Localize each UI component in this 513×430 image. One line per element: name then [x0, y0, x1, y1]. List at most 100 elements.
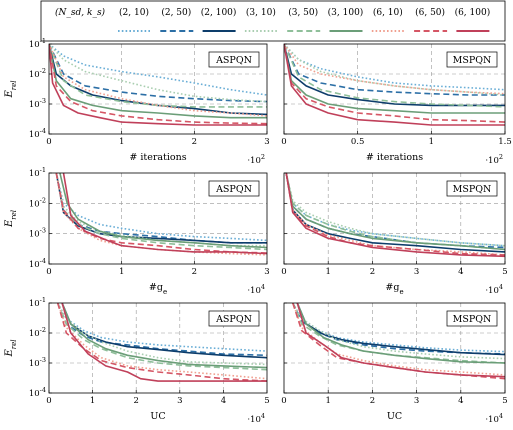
- panel-title-box: [208, 51, 260, 68]
- y-tick-label: 10-4: [29, 386, 46, 399]
- x-axis-label: #ge: [385, 282, 403, 296]
- panel-title: MSPQN: [453, 184, 492, 195]
- chart-panel: 0 1 2 3 4 5 MSPQN #ge ·104: [281, 172, 508, 296]
- x-tick-label: 5: [264, 396, 269, 406]
- panel-title: MSPQN: [453, 314, 492, 325]
- y-tick-label: 10-3: [29, 356, 46, 369]
- series-line: [284, 44, 505, 108]
- series-line: [56, 303, 267, 371]
- x-axis-label: # iterations: [129, 152, 186, 163]
- series-line: [284, 44, 505, 96]
- x-tick-label: 0.5: [351, 137, 365, 147]
- legend-entry-label: (3, 10): [246, 7, 276, 18]
- series-line: [62, 173, 267, 255]
- x-tick-label: 0: [46, 137, 51, 147]
- series-line: [284, 44, 505, 123]
- axes-frame: [48, 302, 268, 394]
- x-tick-label: 3: [414, 267, 419, 277]
- legend-header: (N_sd, k_s): [55, 7, 106, 18]
- series-line: [61, 303, 267, 382]
- x-tick-label: 0: [281, 267, 286, 277]
- legend: (N_sd, k_s) (2, 10) (2, 50) (2, 100) (3, 10…: [40, 0, 506, 42]
- chart-panel: 0 1 2 3 4 5 MSPQN UC ·104: [281, 302, 508, 425]
- series-line: [56, 303, 267, 380]
- legend-entry-label: (6, 50): [415, 7, 445, 18]
- series-line: [55, 173, 267, 256]
- x-tick-label: 0: [281, 396, 286, 406]
- chart-panel: 0 1 2 3 4 5 10-4 10-3 10-2 10-1 ASPQN UC ·104 Erel: [4, 296, 270, 425]
- x-tick-label: 0: [281, 137, 286, 147]
- legend-entry-label: (2, 100): [201, 7, 237, 18]
- series-line: [49, 44, 267, 117]
- x-axis-exponent: ·104: [247, 283, 265, 296]
- legend-entry-label: (6, 100): [455, 7, 491, 18]
- x-axis-label: UC: [387, 411, 402, 422]
- series-line: [284, 44, 505, 126]
- series-line: [49, 44, 267, 125]
- y-tick-label: 10-3: [29, 97, 46, 110]
- y-tick-label: 10-1: [29, 296, 46, 309]
- y-tick-label: 10-4: [29, 127, 46, 140]
- x-tick-label: 1.5: [498, 137, 512, 147]
- chart-panel: 0 1 2 3 10-4 10-3 10-2 10-1 ASPQN #ge ·104 Erel: [4, 166, 270, 296]
- x-tick-label: 2: [192, 267, 197, 277]
- axes-frame: [283, 172, 506, 265]
- x-tick-label: 3: [264, 267, 269, 277]
- series-line: [285, 173, 505, 258]
- x-tick-label: 1: [429, 137, 434, 147]
- series-line: [285, 173, 505, 247]
- chart-panel: 0 1 2 3 10-4 10-3 10-2 10-1 ASPQN # iterations ·10…: [4, 37, 270, 166]
- series-line: [49, 44, 267, 96]
- series-line: [57, 303, 267, 352]
- series-line: [284, 44, 505, 107]
- panel-title-box: [208, 310, 260, 327]
- series-line: [56, 303, 267, 357]
- legend-entry-label: (2, 50): [161, 7, 191, 18]
- axes-frame: [48, 172, 268, 265]
- axes-frame: [283, 302, 506, 394]
- series-line: [296, 303, 505, 364]
- x-tick-label: 0: [46, 396, 51, 406]
- panel-title: ASPQN: [215, 55, 252, 66]
- x-axis-exponent: ·104: [247, 412, 265, 425]
- panel-title: MSPQN: [453, 55, 492, 66]
- y-axis-label: Erel: [4, 80, 18, 98]
- series-line: [49, 44, 267, 108]
- panel-title-box: [446, 310, 498, 327]
- x-tick-label: 2: [370, 267, 375, 277]
- x-tick-label: 0: [46, 267, 51, 277]
- x-tick-label: 4: [221, 396, 226, 406]
- series-line: [285, 173, 505, 251]
- y-tick-label: 10-4: [29, 257, 46, 270]
- x-axis-exponent: ·104: [485, 283, 503, 296]
- x-tick-label: 3: [177, 396, 182, 406]
- x-tick-label: 4: [458, 396, 463, 406]
- series-line: [57, 303, 267, 366]
- x-tick-label: 1: [325, 396, 330, 406]
- x-tick-label: 2: [370, 396, 375, 406]
- x-tick-label: 1: [119, 267, 124, 277]
- series-line: [296, 303, 505, 378]
- panel-title: ASPQN: [215, 314, 252, 325]
- x-tick-label: 1: [325, 267, 330, 277]
- x-axis-label: UC: [150, 411, 165, 422]
- axes-frame: [48, 43, 268, 135]
- series-line: [285, 173, 505, 247]
- series-line: [56, 303, 267, 382]
- series-line: [285, 173, 505, 253]
- y-tick-label: 10-1: [29, 166, 46, 179]
- x-axis-label: # iterations: [366, 152, 423, 163]
- series-line: [296, 303, 505, 356]
- chart-panel: 0 0.5 1 1.5 MSPQN # iterations ·102: [281, 43, 512, 166]
- series-line: [49, 44, 267, 119]
- legend-entry-label: (3, 100): [328, 7, 364, 18]
- series-line: [55, 173, 267, 242]
- legend-entry-label: (6, 10): [373, 7, 403, 18]
- x-axis-label: #ge: [149, 282, 167, 296]
- y-tick-label: 10-2: [29, 67, 46, 80]
- legend-entry-label: (2, 10): [119, 7, 149, 18]
- series-line: [292, 303, 505, 353]
- legend-entry-label: (3, 50): [288, 7, 318, 18]
- x-axis-exponent: ·102: [485, 153, 503, 166]
